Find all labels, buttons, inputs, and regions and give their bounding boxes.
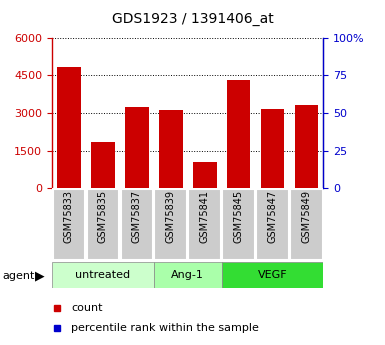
- Text: ▶: ▶: [35, 269, 44, 283]
- Bar: [154, 262, 222, 288]
- Bar: [52, 262, 154, 288]
- Bar: [57, 67, 81, 188]
- Bar: [125, 107, 149, 188]
- Text: VEGF: VEGF: [258, 270, 287, 280]
- Bar: [159, 110, 182, 188]
- Text: GSM75841: GSM75841: [200, 190, 210, 243]
- Text: GSM75839: GSM75839: [166, 190, 176, 243]
- Text: agent: agent: [2, 271, 34, 281]
- FancyBboxPatch shape: [290, 189, 323, 260]
- Text: GSM75847: GSM75847: [268, 190, 278, 243]
- Bar: [261, 109, 285, 188]
- FancyBboxPatch shape: [256, 189, 289, 260]
- FancyBboxPatch shape: [154, 189, 187, 260]
- Text: untreated: untreated: [75, 270, 131, 280]
- Text: count: count: [71, 303, 102, 313]
- Bar: [193, 162, 216, 188]
- FancyBboxPatch shape: [53, 189, 85, 260]
- FancyBboxPatch shape: [121, 189, 153, 260]
- Text: GSM75835: GSM75835: [98, 190, 108, 243]
- FancyBboxPatch shape: [222, 189, 255, 260]
- Text: GDS1923 / 1391406_at: GDS1923 / 1391406_at: [112, 12, 273, 26]
- Text: GSM75849: GSM75849: [301, 190, 311, 243]
- Text: Ang-1: Ang-1: [171, 270, 204, 280]
- Text: GSM75845: GSM75845: [234, 190, 244, 243]
- Bar: [227, 80, 251, 188]
- FancyBboxPatch shape: [188, 189, 221, 260]
- Text: GSM75833: GSM75833: [64, 190, 74, 243]
- Bar: [91, 142, 115, 188]
- Bar: [222, 262, 323, 288]
- Text: percentile rank within the sample: percentile rank within the sample: [71, 323, 259, 333]
- Bar: [295, 106, 318, 188]
- FancyBboxPatch shape: [87, 189, 119, 260]
- Text: GSM75837: GSM75837: [132, 190, 142, 243]
